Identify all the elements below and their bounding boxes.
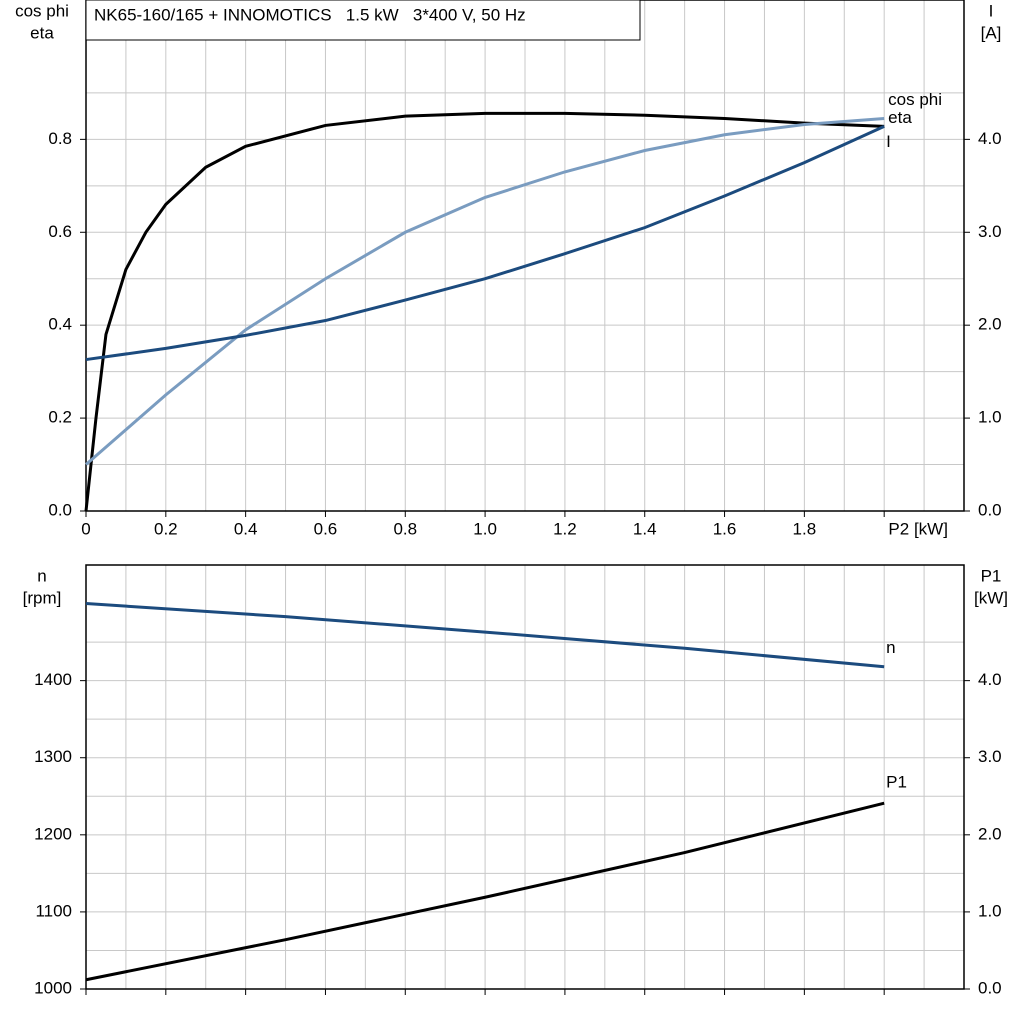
y-tick-label: 0.0 — [48, 500, 72, 519]
series-line — [85, 602, 885, 669]
x-tick-label: 0.4 — [234, 519, 258, 538]
y-tick-label: 1300 — [34, 747, 72, 766]
title-box — [85, 0, 641, 41]
x-tick-label: 0.2 — [154, 519, 178, 538]
y-tick-label: 1000 — [34, 978, 72, 997]
x-tick-label: P2 [kW] — [888, 519, 948, 538]
y2-tick-label: 0.0 — [978, 978, 1002, 997]
series-label: cos phi — [888, 90, 942, 109]
y2-tick-label: 2.0 — [978, 824, 1002, 843]
y2-axis-label: [kW] — [974, 588, 1008, 607]
series-line — [85, 124, 885, 362]
y2-tick-label: 4.0 — [978, 129, 1002, 148]
y2-tick-label: 2.0 — [978, 315, 1002, 334]
y2-tick-label: 1.0 — [978, 408, 1002, 427]
series-line — [84, 111, 885, 512]
x-tick-label: 1.2 — [553, 519, 577, 538]
y-axis-label: eta — [30, 23, 54, 42]
y-axis-label: n — [37, 566, 46, 585]
y2-tick-label: 1.0 — [978, 901, 1002, 920]
x-tick-label: 0.6 — [314, 519, 338, 538]
chart-title: NK65-160/165 + INNOMOTICS 1.5 kW 3*400 V… — [94, 5, 526, 24]
x-tick-label: 0.8 — [393, 519, 417, 538]
series-label: P1 — [886, 773, 907, 792]
y-axis-label: [rpm] — [23, 588, 62, 607]
y2-axis-label: P1 — [981, 566, 1002, 585]
x-tick-label: 0 — [81, 519, 90, 538]
y2-axis-label: [A] — [981, 23, 1002, 42]
x-tick-label: 1.0 — [473, 519, 497, 538]
series-label: I — [886, 132, 891, 151]
y2-tick-label: 4.0 — [978, 670, 1002, 689]
series-line — [85, 116, 885, 466]
y2-axis-label: I — [989, 1, 994, 20]
series-line — [85, 801, 885, 982]
series-label: n — [886, 638, 895, 657]
y2-tick-label: 3.0 — [978, 222, 1002, 241]
y-axis-label: cos phi — [15, 1, 69, 20]
y-tick-label: 0.8 — [48, 129, 72, 148]
y-tick-label: 1200 — [34, 824, 72, 843]
plot-border — [85, 564, 965, 990]
y-tick-label: 0.4 — [48, 315, 72, 334]
y-tick-label: 1400 — [34, 670, 72, 689]
x-tick-label: 1.4 — [633, 519, 657, 538]
y-tick-label: 0.2 — [48, 408, 72, 427]
y2-tick-label: 3.0 — [978, 747, 1002, 766]
plot-border — [85, 0, 965, 512]
x-tick-label: 1.8 — [793, 519, 817, 538]
y-tick-label: 0.6 — [48, 222, 72, 241]
x-tick-label: 1.6 — [713, 519, 737, 538]
y-tick-label: 1100 — [35, 901, 72, 920]
series-label: eta — [888, 108, 912, 127]
y2-tick-label: 0.0 — [978, 500, 1002, 519]
